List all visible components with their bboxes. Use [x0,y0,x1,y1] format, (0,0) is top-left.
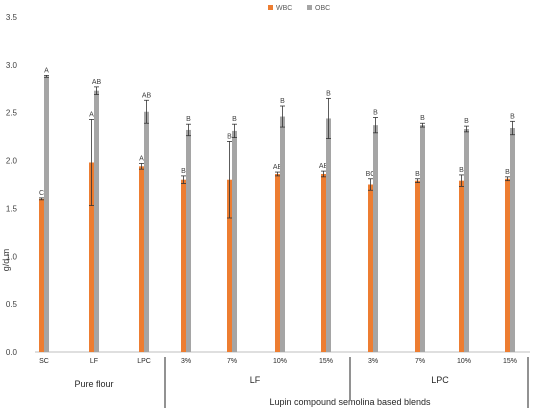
significance-label: B [181,168,186,175]
y-tick-label: 0.0 [6,348,18,357]
legend-label-wbc: WBC [276,5,292,12]
significance-label: A [139,155,144,162]
significance-label: B [505,169,510,176]
x-tick-label: LF [90,358,98,365]
significance-label: AB [273,164,283,171]
significance-label: B [459,167,464,174]
significance-label: AB [319,163,329,170]
bar-wbc [321,173,326,352]
y-tick-label: 3.0 [6,61,18,70]
significance-label: B [186,116,191,123]
x-tick-label: 7% [227,358,237,365]
bar-wbc [459,180,464,352]
significance-label: B [510,113,515,120]
x-tick-label: 3% [181,358,191,365]
bar-obc [280,116,285,353]
y-tick-label: 2.5 [6,109,18,118]
bar-wbc [39,198,44,352]
significance-label: B [415,171,420,178]
bar-wbc [505,178,510,352]
legend-label-obc: OBC [315,5,330,12]
x-tick-label: 15% [503,358,517,365]
significance-label: B [280,98,285,105]
bar-wbc [368,184,373,352]
bar-obc [186,129,191,352]
significance-label: B [232,116,237,123]
x-tick-label: LPC [137,358,151,365]
significance-label: AB [142,92,152,99]
bar-wbc [415,180,420,352]
y-tick-label: 2.0 [6,157,18,166]
bar-obc [144,111,149,352]
x-tick-label: 10% [457,358,471,365]
bar-obc [94,90,99,352]
group-label: Pure flour [74,379,113,389]
y-tick-label: 1.0 [6,252,18,261]
significance-label: B [464,118,469,125]
bar-obc [510,128,515,352]
x-tick-label: 3% [368,358,378,365]
significance-label: B [227,133,232,140]
bar-wbc [181,179,186,352]
significance-label: BC [366,171,376,178]
significance-label: AB [92,79,102,86]
x-tick-label: 10% [273,358,287,365]
significance-label: C [39,190,44,197]
significance-label: B [420,115,425,122]
significance-label: A [44,67,49,74]
significance-label: B [373,110,378,117]
bar-obc [44,76,49,352]
legend-swatch-wbc [268,5,273,10]
x-tick-label: 15% [319,358,333,365]
bar-obc [464,128,469,352]
bar-obc [420,125,425,353]
y-tick-label: 0.5 [6,300,18,309]
bar-wbc [227,179,232,352]
y-tick-label: 3.5 [6,13,18,22]
bar-wbc [139,166,144,352]
group-label: LPC [431,375,449,385]
x-tick-label: SC [39,358,49,365]
significance-label: A [89,111,94,118]
bar-obc [373,125,378,353]
y-tick-label: 1.5 [6,204,18,213]
group-label: LF [250,375,261,385]
blend-group-label: Lupin compound semolina based blends [269,397,431,407]
significance-label: B [326,90,331,97]
bar-wbc [89,162,94,352]
x-tick-label: 7% [415,358,425,365]
bar-obc [232,130,237,352]
bar-wbc [275,173,280,352]
y-axis-title: g/d.m [1,249,11,272]
bar-obc [326,118,331,352]
legend-swatch-obc [307,5,312,10]
